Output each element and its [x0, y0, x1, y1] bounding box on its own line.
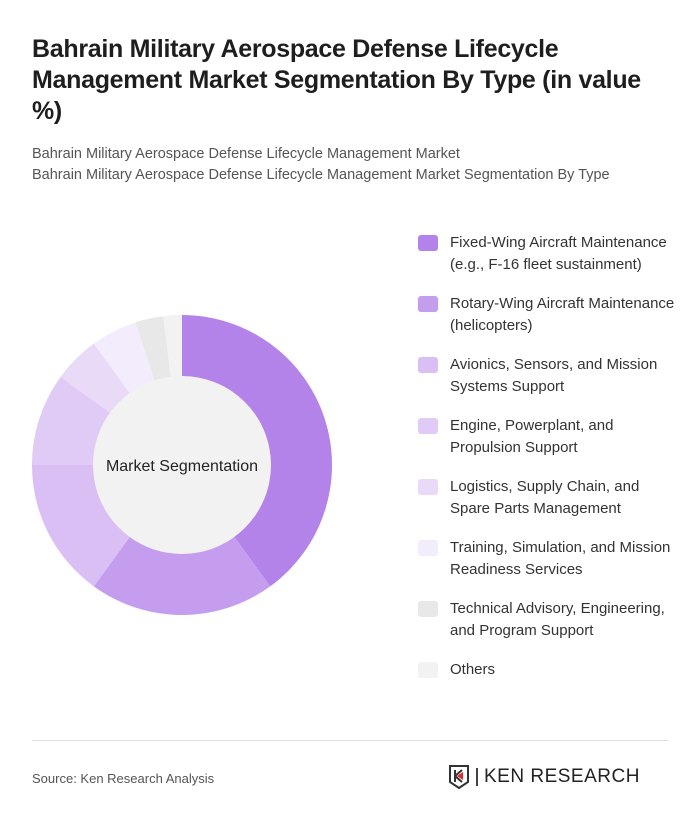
legend-swatch — [418, 540, 438, 556]
legend-label: Engine, Powerplant, and Propulsion Suppo… — [450, 417, 614, 456]
legend-item: Logistics, Supply Chain, and Spare Parts… — [418, 476, 678, 520]
legend-label: Fixed-Wing Aircraft Maintenance (e.g., F… — [450, 234, 667, 273]
donut-chart: Market Segmentation — [32, 315, 332, 615]
chart-title: Bahrain Military Aerospace Defense Lifec… — [32, 35, 641, 125]
chart-subtitle: Bahrain Military Aerospace Defense Lifec… — [32, 146, 460, 162]
legend-swatch — [418, 296, 438, 312]
legend-item: Engine, Powerplant, and Propulsion Suppo… — [418, 415, 678, 459]
legend-label: Avionics, Sensors, and Mission Systems S… — [450, 356, 658, 395]
legend-label: Training, Simulation, and Mission Readin… — [450, 539, 671, 578]
legend-swatch — [418, 662, 438, 678]
donut-center — [93, 376, 271, 554]
legend-label: Logistics, Supply Chain, and Spare Parts… — [450, 478, 640, 517]
legend-swatch — [418, 357, 438, 373]
ken-logo-icon — [449, 765, 469, 790]
ken-research-logo: KEN RESEARCH — [448, 764, 640, 790]
legend-swatch — [418, 418, 438, 434]
legend-item: Rotary-Wing Aircraft Maintenance (helico… — [418, 293, 678, 337]
center-label: Market Segmentation — [106, 458, 258, 475]
legend-item: Fixed-Wing Aircraft Maintenance (e.g., F… — [418, 232, 678, 276]
logo-text: KEN RESEARCH — [476, 767, 640, 786]
legend-label: Others — [450, 661, 496, 678]
legend-item: Avionics, Sensors, and Mission Systems S… — [418, 354, 678, 398]
legend-swatch — [418, 601, 438, 617]
legend-item: Others — [418, 659, 678, 681]
source-text: Source: Ken Research Analysis — [32, 771, 215, 786]
legend: Fixed-Wing Aircraft Maintenance (e.g., F… — [418, 232, 678, 698]
chart-subtitle-2: Bahrain Military Aerospace Defense Lifec… — [32, 167, 610, 183]
legend-label: Rotary-Wing Aircraft Maintenance (helico… — [450, 295, 675, 334]
legend-swatch — [418, 235, 438, 251]
legend-item: Training, Simulation, and Mission Readin… — [418, 537, 678, 581]
legend-label: Technical Advisory, Engineering, and Pro… — [450, 600, 665, 639]
legend-swatch — [418, 479, 438, 495]
divider — [32, 740, 668, 741]
legend-item: Technical Advisory, Engineering, and Pro… — [418, 598, 678, 642]
